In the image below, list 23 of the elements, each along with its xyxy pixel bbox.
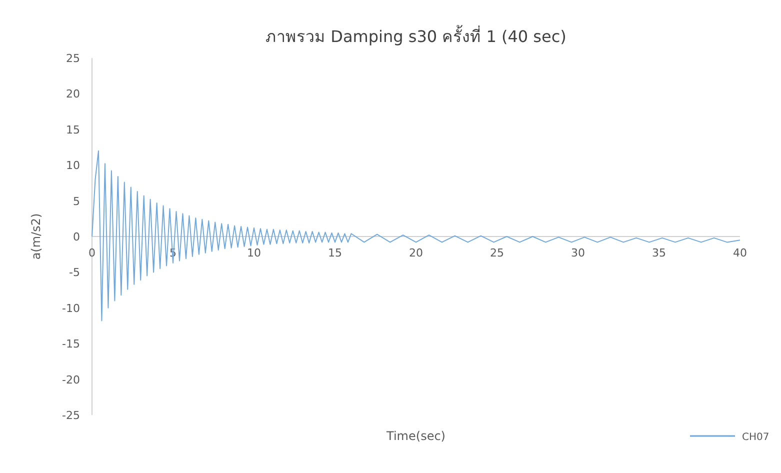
x-axis-title: Time(sec)	[386, 429, 446, 443]
y-tick-label: 25	[66, 52, 80, 65]
x-tick-label: 25	[490, 246, 504, 260]
legend-label: CH07	[742, 432, 770, 443]
y-tick-label: 10	[66, 159, 80, 172]
x-tick-label: 35	[652, 246, 666, 260]
y-tick-label: -5	[69, 266, 80, 280]
y-axis-title: a(m/s2)	[29, 213, 43, 260]
y-tick-label: -10	[62, 302, 80, 315]
y-tick-label: 15	[66, 123, 80, 136]
y-tick-label: -25	[62, 409, 80, 422]
x-tick-label: 0	[88, 246, 96, 260]
x-tick-label: 40	[733, 246, 747, 260]
y-tick-label: -15	[62, 338, 80, 351]
x-tick-label: 10	[247, 246, 261, 260]
y-tick-label: -20	[62, 373, 80, 386]
x-tick-label: 15	[328, 246, 342, 260]
x-tick-label: 30	[571, 246, 585, 260]
x-tick-label: 20	[409, 246, 423, 260]
chart-title: ภาพรวม Damping s30 ครั้งที่ 1 (40 sec)	[266, 25, 566, 46]
y-tick-label: 0	[73, 230, 80, 244]
y-tick-label: 20	[66, 88, 80, 101]
y-tick-label: 5	[73, 194, 80, 208]
